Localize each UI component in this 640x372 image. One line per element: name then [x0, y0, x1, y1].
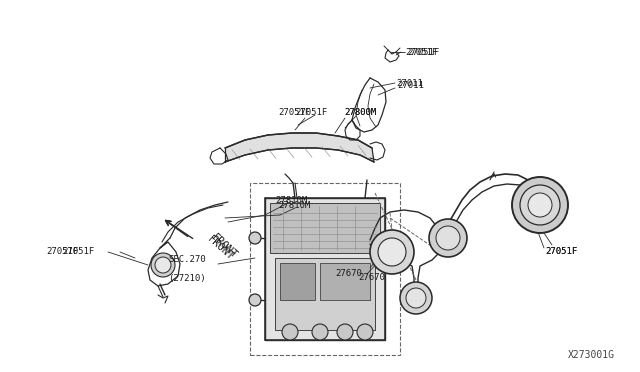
Text: 27670: 27670	[335, 269, 362, 279]
Text: SEC.270: SEC.270	[168, 256, 205, 264]
Circle shape	[400, 282, 432, 314]
Text: 27800M: 27800M	[344, 108, 376, 116]
Polygon shape	[225, 133, 374, 162]
Circle shape	[155, 257, 171, 273]
Circle shape	[357, 324, 373, 340]
Text: 27810M: 27810M	[275, 196, 307, 205]
Polygon shape	[275, 258, 375, 330]
Circle shape	[249, 294, 261, 306]
Text: (27210): (27210)	[168, 273, 205, 282]
Polygon shape	[265, 198, 385, 340]
Polygon shape	[320, 263, 370, 300]
Text: 27011: 27011	[396, 78, 423, 87]
Text: 27051F: 27051F	[62, 247, 94, 257]
Circle shape	[151, 253, 175, 277]
Text: 27810M: 27810M	[278, 201, 310, 209]
Text: 27051F: 27051F	[405, 48, 437, 57]
Text: 27051F: 27051F	[295, 108, 327, 116]
Polygon shape	[280, 263, 315, 300]
Text: X273001G: X273001G	[568, 350, 615, 360]
Circle shape	[436, 226, 460, 250]
Text: FRONT: FRONT	[210, 232, 239, 260]
Text: 27051F: 27051F	[278, 108, 310, 116]
Circle shape	[337, 324, 353, 340]
Circle shape	[282, 324, 298, 340]
Circle shape	[249, 232, 261, 244]
Text: 27051F: 27051F	[545, 247, 577, 257]
Text: 27670: 27670	[358, 273, 385, 282]
Circle shape	[520, 185, 560, 225]
Circle shape	[528, 193, 552, 217]
Polygon shape	[270, 203, 380, 253]
Circle shape	[429, 219, 467, 257]
Circle shape	[370, 230, 414, 274]
Text: 27051F: 27051F	[407, 48, 439, 57]
Text: FRONT: FRONT	[205, 234, 235, 262]
Circle shape	[512, 177, 568, 233]
Text: 27051F: 27051F	[46, 247, 78, 257]
Circle shape	[378, 238, 406, 266]
Text: 27011: 27011	[397, 80, 424, 90]
Text: 27051F: 27051F	[545, 247, 577, 257]
Circle shape	[406, 288, 426, 308]
Circle shape	[312, 324, 328, 340]
Text: 27800M: 27800M	[344, 108, 376, 116]
Bar	[250, 183, 400, 355]
